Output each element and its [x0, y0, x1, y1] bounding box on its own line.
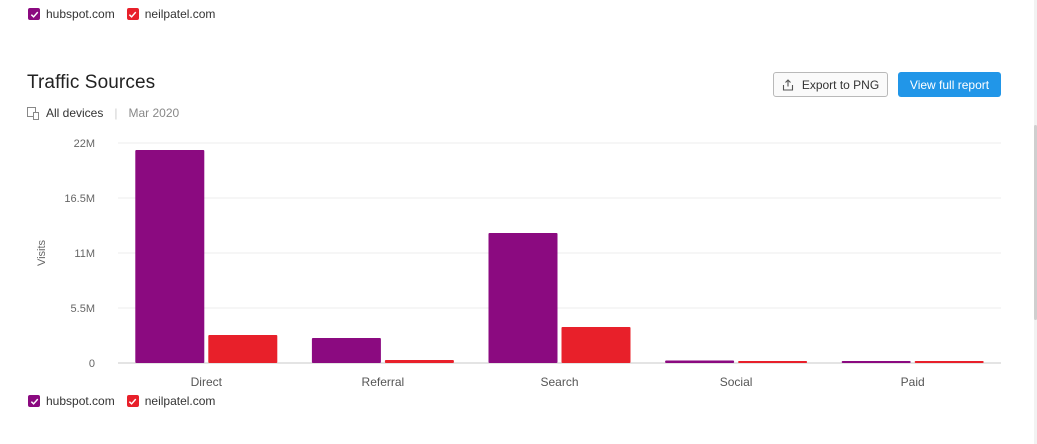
checkbox-checked-icon[interactable] [28, 395, 40, 407]
traffic-sources-chart: 0 5.5M 11M 16.5M 22M Direct Referral Search Soc… [36, 138, 1001, 389]
y-tick-label: 11M [74, 248, 95, 260]
y-tick-label: 22M [74, 138, 95, 150]
export-icon [782, 78, 793, 91]
y-tick-label: 16.5M [64, 193, 95, 205]
legend-item-neilpatel[interactable]: neilpatel.com [126, 7, 216, 21]
bar-search-hubspot[interactable] [488, 233, 558, 363]
x-tick-label: Referral [362, 375, 405, 389]
x-tick-labels: Direct Referral Search Social Paid [191, 375, 925, 389]
bar-social-hubspot[interactable] [665, 360, 735, 364]
page-title: Traffic Sources [27, 72, 156, 93]
legend-label: neilpatel.com [144, 394, 216, 408]
checkbox-checked-icon[interactable] [28, 8, 40, 20]
checkbox-checked-icon[interactable] [126, 395, 139, 407]
y-tick-label: 0 [89, 358, 95, 370]
export-label: Export to PNG [801, 77, 880, 92]
legend-item-neilpatel[interactable]: neilpatel.com [126, 394, 216, 408]
report-label: View full report [909, 77, 990, 92]
bar-direct-neilpatel[interactable] [208, 335, 278, 363]
legend-label: neilpatel.com [144, 7, 216, 21]
x-tick-label: Search [540, 375, 578, 389]
x-tick-label: Paid [901, 375, 925, 389]
bars [135, 150, 984, 364]
bar-referral-hubspot[interactable] [311, 338, 381, 363]
bar-paid-hubspot[interactable] [841, 361, 911, 363]
legend-item-hubspot[interactable]: hubspot.com [28, 394, 115, 408]
checkbox-checked-icon[interactable] [126, 8, 139, 20]
devices-icon [27, 106, 39, 120]
legend-label: hubspot.com [46, 394, 115, 408]
bar-paid-neilpatel[interactable] [914, 361, 984, 363]
bar-social-neilpatel[interactable] [738, 361, 808, 363]
export-png-button[interactable]: Export to PNG [773, 72, 888, 97]
bar-search-neilpatel[interactable] [561, 327, 631, 363]
date-label: Mar 2020 [128, 106, 180, 120]
scrollbar-thumb[interactable] [1034, 125, 1037, 320]
legend-label: hubspot.com [46, 7, 115, 21]
x-tick-label: Social [720, 375, 753, 389]
filter-bar: All devices | Mar 2020 [27, 106, 179, 120]
legend-top: hubspot.com neilpatel.com [28, 7, 227, 21]
bar-direct-hubspot[interactable] [135, 150, 205, 363]
bar-referral-neilpatel[interactable] [384, 360, 454, 363]
legend-bottom: hubspot.com neilpatel.com [28, 394, 227, 408]
devices-filter[interactable]: All devices [46, 106, 104, 120]
divider: | [114, 106, 118, 120]
y-tick-labels: 0 5.5M 11M 16.5M 22M [64, 138, 95, 370]
legend-item-hubspot[interactable]: hubspot.com [28, 7, 115, 21]
view-full-report-button[interactable]: View full report [898, 72, 1001, 97]
grid-lines [118, 142, 1001, 364]
y-tick-label: 5.5M [71, 303, 95, 315]
y-axis-title: Visits [36, 239, 48, 266]
x-tick-label: Direct [191, 375, 223, 389]
